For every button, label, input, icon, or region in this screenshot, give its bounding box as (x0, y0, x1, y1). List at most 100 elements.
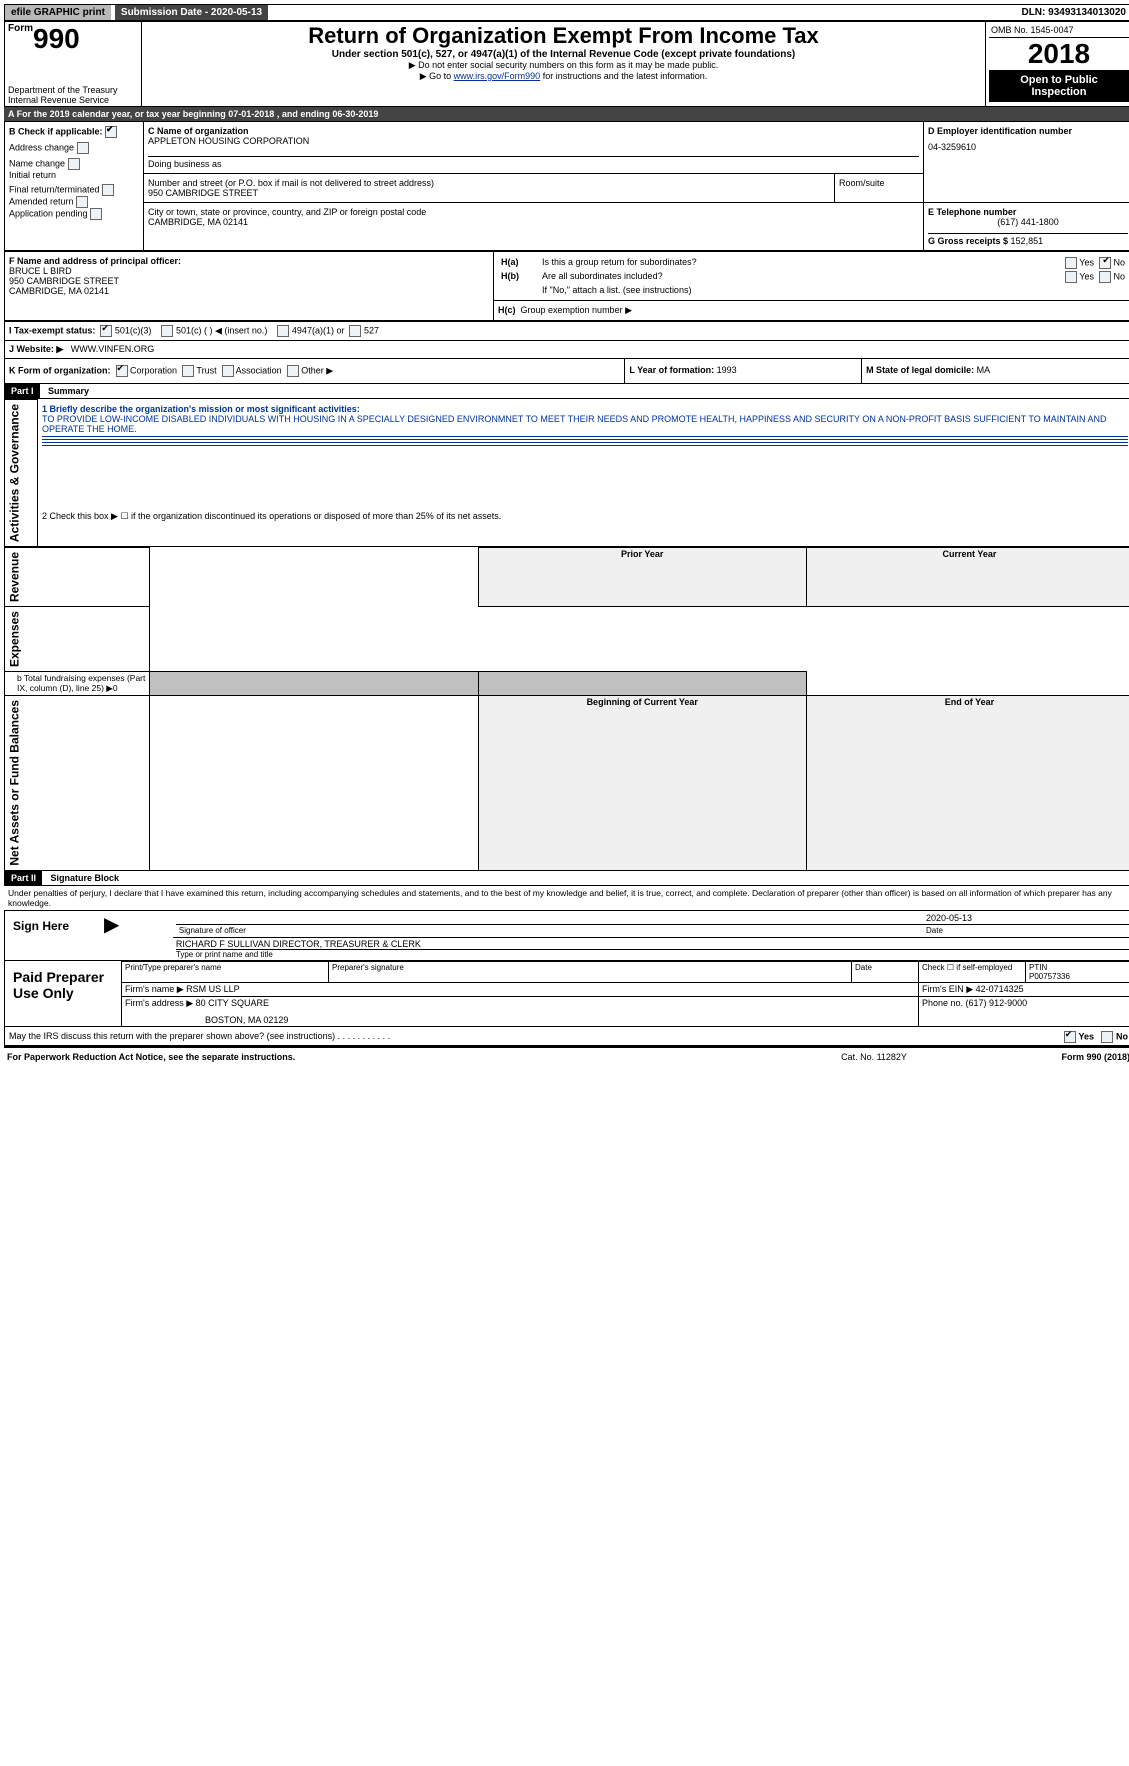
declaration: Under penalties of perjury, I declare th… (4, 886, 1129, 910)
checkbox-corp[interactable] (116, 365, 128, 377)
part1-financials: Revenue Prior Year Current Year Expenses… (4, 547, 1129, 871)
cat-no: Cat. No. 11282Y (771, 1048, 977, 1063)
officer-printed-name: RICHARD F SULLIVAN DIRECTOR, TREASURER &… (176, 939, 1129, 949)
line-j: J Website: ▶ WWW.VINFEN.ORG (4, 341, 1129, 359)
sidebar-revenue: Revenue (5, 548, 150, 607)
gross-receipts: 152,851 (1011, 236, 1044, 246)
preparer-date-label: Date (852, 961, 919, 982)
sidebar-activities: Activities & Governance (5, 400, 38, 547)
officer-addr2: CAMBRIDGE, MA 02141 (9, 286, 489, 296)
checkbox-501c3[interactable] (100, 325, 112, 337)
officer-name: BRUCE L BIRD (9, 266, 489, 276)
pra-notice: For Paperwork Reduction Act Notice, see … (4, 1048, 771, 1063)
top-bar: efile GRAPHIC print Submission Date - 20… (4, 4, 1129, 21)
note-link: ▶ Go to www.irs.gov/Form990 for instruct… (145, 71, 982, 82)
part1-header: Part I (5, 384, 40, 398)
firm-phone: (617) 912-9000 (966, 998, 1028, 1008)
firm-name: RSM US LLP (186, 984, 240, 994)
box-d-label: D Employer identification number (928, 126, 1128, 136)
checkbox-applicable[interactable] (105, 126, 117, 138)
box-b: B Check if applicable: Address change Na… (5, 122, 144, 251)
checkbox-assoc[interactable] (222, 365, 234, 377)
form-number: Form990 (8, 23, 138, 55)
prior-year-header: Prior Year (478, 548, 806, 607)
irs-link[interactable]: www.irs.gov/Form990 (454, 71, 541, 81)
paid-preparer-label: Paid Preparer Use Only (5, 961, 122, 1026)
current-year-header: Current Year (806, 548, 1129, 607)
dept-label: Department of the Treasury (8, 85, 138, 95)
firm-addr2: BOSTON, MA 02129 (125, 1009, 915, 1025)
checkbox-address[interactable] (77, 142, 89, 154)
sidebar-net-assets: Net Assets or Fund Balances (5, 696, 150, 871)
line1-label: 1 Briefly describe the organization's mi… (42, 404, 1128, 414)
header-info-table: B Check if applicable: Address change Na… (4, 121, 1129, 251)
self-employed-check: Check ☐ if self-employed (919, 961, 1026, 982)
omb-number: OMB No. 1545-0047 (989, 23, 1129, 38)
checkbox-pending[interactable] (90, 208, 102, 220)
checkbox-501c[interactable] (161, 325, 173, 337)
preparer-table: Paid Preparer Use Only Print/Type prepar… (4, 961, 1129, 1027)
begin-year-header: Beginning of Current Year (478, 696, 806, 871)
line2: 2 Check this box ▶ ☐ if the organization… (38, 507, 1129, 546)
arrow-icon: ▶ (101, 910, 173, 960)
form-title: Return of Organization Exempt From Incom… (145, 23, 982, 49)
city-label: City or town, state or province, country… (148, 207, 919, 217)
box-c-label: C Name of organization (148, 126, 919, 136)
officer-type-label: Type or print name and title (176, 949, 1129, 959)
signature-table: Sign Here ▶ 2020-05-13 Signature of offi… (4, 910, 1129, 961)
street-address: 950 CAMBRIDGE STREET (148, 188, 830, 198)
preparer-sig-label: Preparer's signature (329, 961, 852, 982)
website: WWW.VINFEN.ORG (71, 344, 155, 354)
checkbox-ha-yes[interactable] (1065, 257, 1077, 269)
dba-label: Doing business as (148, 156, 919, 169)
checkbox-527[interactable] (349, 325, 361, 337)
city-state-zip: CAMBRIDGE, MA 02141 (148, 217, 919, 227)
part1-table: Activities & Governance 1 Briefly descri… (4, 399, 1129, 547)
irs-label: Internal Revenue Service (8, 95, 138, 105)
open-public: Open to Public Inspection (989, 70, 1129, 102)
mission-text: TO PROVIDE LOW-INCOME DISABLED INDIVIDUA… (42, 414, 1128, 434)
end-year-header: End of Year (806, 696, 1129, 871)
ein: 04-3259610 (928, 142, 1128, 152)
year-formation: 1993 (717, 365, 737, 375)
ptin: P00757336 (1029, 972, 1129, 981)
checkbox-amended[interactable] (76, 196, 88, 208)
line-i: I Tax-exempt status: 501(c)(3) 501(c) ( … (4, 321, 1129, 341)
checkbox-trust[interactable] (182, 365, 194, 377)
box-e-label: E Telephone number (928, 207, 1128, 217)
sig-date: 2020-05-13 (923, 912, 1129, 925)
checkbox-hb-yes[interactable] (1065, 271, 1077, 283)
dln: DLN: 93493134013020 (1015, 5, 1129, 20)
org-name: APPLETON HOUSING CORPORATION (148, 136, 919, 146)
checkbox-discuss-yes[interactable] (1064, 1031, 1076, 1043)
officer-addr1: 950 CAMBRIDGE STREET (9, 276, 489, 286)
sig-officer-label: Signature of officer (176, 924, 923, 936)
checkbox-final[interactable] (102, 184, 114, 196)
sidebar-expenses: Expenses (5, 607, 150, 672)
checkbox-other[interactable] (287, 365, 299, 377)
room-label: Room/suite (835, 174, 924, 203)
k-l-m-row: K Form of organization: Corporation Trus… (4, 359, 1129, 384)
efile-label: efile GRAPHIC print (5, 5, 111, 20)
submission-date: Submission Date - 2020-05-13 (115, 5, 268, 20)
form-header: Form990 Department of the Treasury Inter… (4, 21, 1129, 107)
note-ssn: ▶ Do not enter social security numbers o… (145, 60, 982, 71)
part2-title: Signature Block (45, 871, 126, 885)
state-domicile: MA (977, 365, 991, 375)
part1-title: Summary (42, 384, 95, 398)
checkbox-hb-no[interactable] (1099, 271, 1111, 283)
box-f-label: F Name and address of principal officer: (9, 256, 489, 266)
checkbox-name[interactable] (68, 158, 80, 170)
part2-header: Part II (5, 871, 42, 885)
date-label: Date (923, 924, 1129, 936)
footer: For Paperwork Reduction Act Notice, see … (4, 1048, 1129, 1063)
preparer-name-label: Print/Type preparer's name (122, 961, 329, 982)
checkbox-ha-no[interactable] (1099, 257, 1111, 269)
form-subtitle: Under section 501(c), 527, or 4947(a)(1)… (145, 49, 982, 60)
form-footer: Form 990 (2018) (977, 1048, 1129, 1063)
checkbox-discuss-no[interactable] (1101, 1031, 1113, 1043)
firm-addr1: 80 CITY SQUARE (196, 998, 269, 1008)
checkbox-4947[interactable] (277, 325, 289, 337)
tax-year: 2018 (989, 38, 1129, 70)
line-16b: b Total fundraising expenses (Part IX, c… (5, 672, 150, 696)
